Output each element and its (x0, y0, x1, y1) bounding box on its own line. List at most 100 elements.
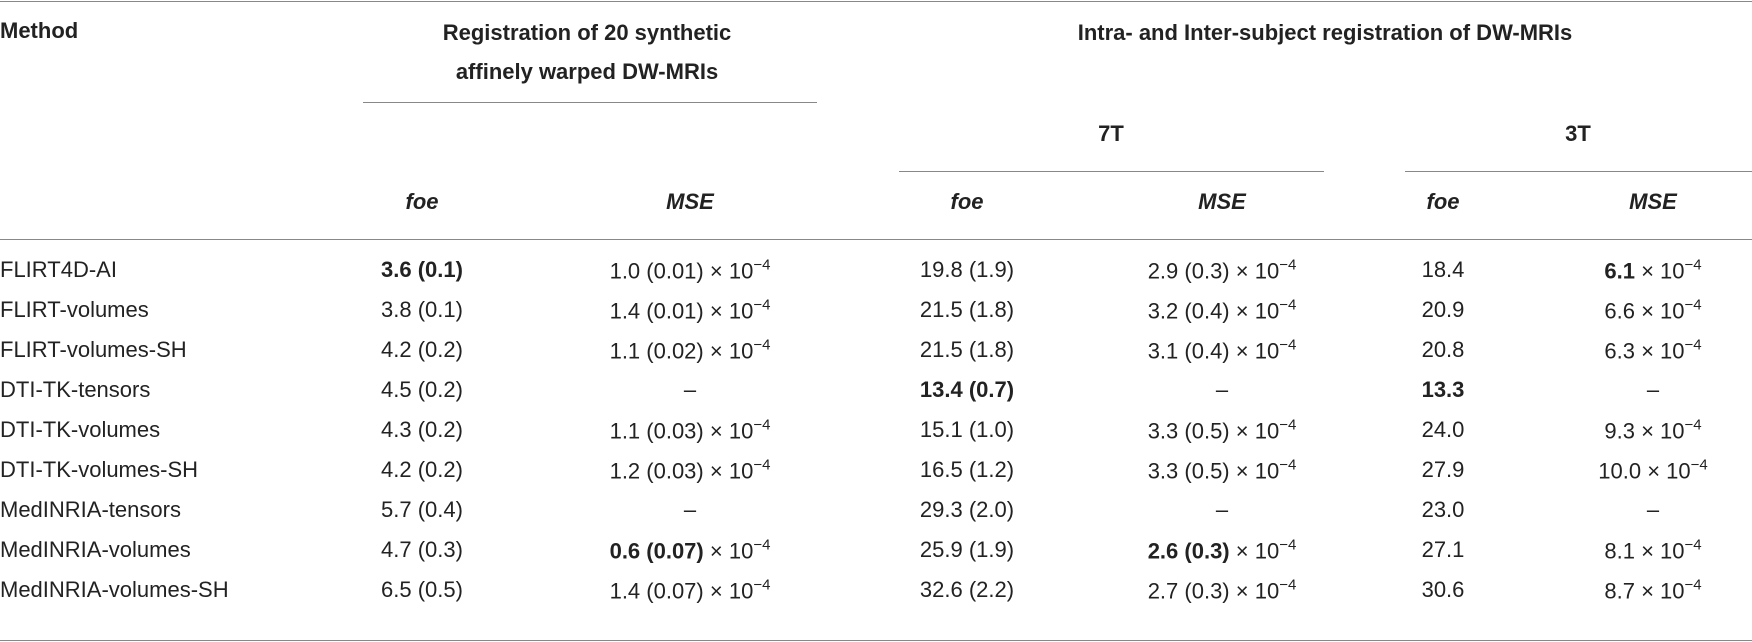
group-rule (363, 102, 817, 103)
column-header: MSE (1198, 189, 1246, 214)
cell-scale: × 10 (1235, 338, 1280, 364)
cell: 3.3 (0.5) × 10−4 (1148, 417, 1297, 442)
cell-scale: × 10 (709, 578, 754, 604)
cell: 3.3 (0.5) × 10−4 (1148, 457, 1297, 482)
cell: 8.1 × 10−4 (1604, 537, 1701, 562)
cell: 9.3 × 10−4 (1604, 417, 1701, 442)
cell: 21.5 (1.8) (919, 296, 1015, 322)
cell: 4.7 (0.3) (381, 536, 463, 562)
cell: 23.0 (1421, 496, 1465, 522)
cell: 4.5 (0.2) (381, 376, 463, 402)
cell: 13.3 (1421, 376, 1465, 402)
cell-scale: × 10 (1235, 538, 1280, 564)
cell-scale: × 10 (709, 458, 754, 484)
cell-scale: × 10 (1235, 578, 1280, 604)
cell: 5.7 (0.4) (381, 496, 463, 522)
group-rule (899, 171, 1324, 172)
cell: 18.4 (1421, 257, 1465, 282)
cell: 13.4 (0.7) (919, 376, 1015, 402)
method-cell: MedINRIA-volumes (0, 536, 191, 562)
method-cell: FLIRT-volumes (0, 296, 149, 322)
cell-scale: × 10 (1235, 258, 1280, 284)
cell-scale: × 10 (1641, 258, 1685, 284)
cell: 24.0 (1421, 416, 1465, 442)
cell: 27.9 (1421, 456, 1465, 482)
cell: 1.2 (0.03) × 10−4 (610, 457, 771, 482)
cell-scale: × 10 (1235, 298, 1280, 324)
cell: – (1215, 376, 1229, 402)
cell-exponent: −4 (1684, 336, 1702, 354)
cell: 20.9 (1421, 296, 1465, 322)
column-header: foe (950, 189, 984, 214)
cell-scale: × 10 (709, 338, 754, 364)
cell-scale: × 10 (1647, 458, 1691, 484)
cell-exponent: −4 (1279, 336, 1297, 354)
cell: 2.7 (0.3) × 10−4 (1148, 577, 1297, 602)
cell-exponent: −4 (753, 576, 771, 594)
cell-scale: × 10 (709, 538, 754, 564)
cell: 15.1 (1.0) (919, 416, 1015, 442)
cell-exponent: −4 (1684, 576, 1702, 594)
cell-scale: × 10 (1641, 418, 1685, 444)
method-cell: FLIRT-volumes-SH (0, 336, 187, 362)
method-cell: FLIRT4D-AI (0, 257, 117, 282)
cell-exponent: −4 (1279, 296, 1297, 314)
cell-value: 1.0 (0.01) (609, 258, 704, 284)
cell-scale: × 10 (1235, 418, 1280, 444)
cell: 2.6 (0.3) × 10−4 (1148, 537, 1297, 562)
cell-value: 1.1 (0.02) (609, 338, 704, 364)
cell: 1.4 (0.01) × 10−4 (610, 297, 771, 322)
cell: 25.9 (1.9) (919, 536, 1015, 562)
cell: 3.8 (0.1) (381, 296, 463, 322)
cell-exponent: −4 (1279, 456, 1297, 474)
cell-scale: × 10 (709, 298, 754, 324)
cell-value: 1.2 (0.03) (609, 458, 704, 484)
cell-value: 3.3 (0.5) (1147, 458, 1230, 484)
cell: 1.4 (0.07) × 10−4 (610, 577, 771, 602)
group-header: Registration of 20 synthetic (442, 20, 732, 45)
cell-value: 2.6 (0.3) (1147, 538, 1230, 564)
cell: 0.6 (0.07) × 10−4 (610, 537, 771, 562)
subgroup-header: 3T (1565, 121, 1591, 146)
cell: – (683, 496, 697, 522)
cell: 4.3 (0.2) (381, 416, 463, 442)
cell-value: 13.3 (1421, 376, 1465, 402)
cell: 6.1 × 10−4 (1604, 258, 1701, 283)
column-header: MSE (1629, 189, 1677, 214)
cell: 6.3 × 10−4 (1604, 337, 1701, 362)
method-header: Method (0, 18, 79, 43)
cell: 4.2 (0.2) (381, 336, 463, 362)
group-header: affinely warped DW-MRIs (455, 59, 719, 84)
cell-scale: × 10 (1641, 298, 1685, 324)
column-header: MSE (666, 189, 714, 214)
cell-value: 6.1 (1604, 258, 1635, 284)
cell: 16.5 (1.2) (919, 456, 1015, 482)
cell-scale: × 10 (1235, 458, 1280, 484)
bottom-rule (0, 640, 1752, 641)
cell-exponent: −4 (753, 456, 771, 474)
cell-value: 2.9 (0.3) (1147, 258, 1230, 284)
group-header: Intra- and Inter-subject registration of… (1077, 20, 1573, 45)
cell-value: 1.1 (0.03) (609, 418, 704, 444)
method-cell: MedINRIA-volumes-SH (0, 576, 229, 602)
cell: 10.0 × 10−4 (1598, 457, 1708, 482)
cell: 3.1 (0.4) × 10−4 (1148, 337, 1297, 362)
cell-exponent: −4 (753, 536, 771, 554)
cell: 1.1 (0.02) × 10−4 (610, 337, 771, 362)
cell-value: 3.3 (0.5) (1147, 418, 1230, 444)
cell-value: 8.1 (1604, 538, 1635, 564)
cell: 4.2 (0.2) (381, 456, 463, 482)
cell: – (1646, 496, 1660, 522)
cell-exponent: −4 (1279, 256, 1297, 274)
cell-value: 3.1 (0.4) (1147, 338, 1230, 364)
cell-scale: × 10 (1641, 338, 1685, 364)
cell-value: 3.2 (0.4) (1147, 298, 1230, 324)
cell-value: 13.4 (0.7) (919, 376, 1015, 402)
top-rule (0, 1, 1752, 2)
cell-exponent: −4 (1684, 296, 1702, 314)
cell-scale: × 10 (709, 258, 754, 284)
cell: 19.8 (1.9) (919, 257, 1015, 282)
cell-value: 0.6 (0.07) (609, 538, 704, 564)
method-cell: DTI-TK-tensors (0, 376, 151, 402)
